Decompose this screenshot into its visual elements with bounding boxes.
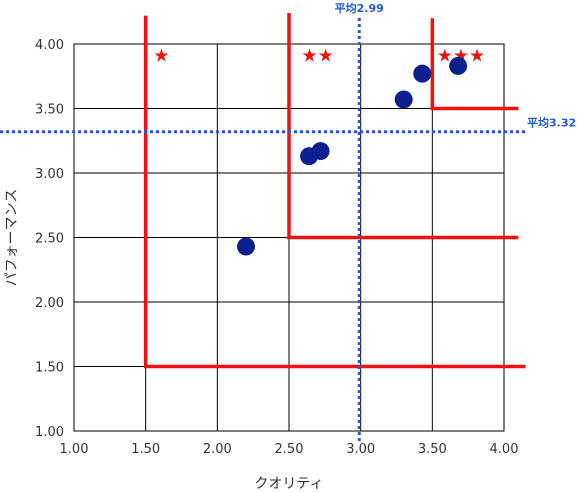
data-point [237,237,255,256]
y-tick-label: 3.00 [35,167,64,182]
x-tick-label: 3.50 [418,442,447,457]
average-x-label: 平均2.99 [335,1,384,15]
zone-stars: ★★★ [437,45,485,66]
x-tick-label: 2.50 [275,442,304,457]
zone-2: ★★ [287,13,519,240]
zone-boundary [287,13,519,240]
y-tick-label: 2.50 [35,232,64,247]
x-axis-title: クオリティ [254,476,323,492]
x-tick-label: 4.00 [490,442,519,457]
y-tick-label: 1.50 [35,361,64,376]
data-points [237,56,468,256]
data-point [449,56,468,75]
data-point [413,64,432,83]
x-tick-label: 3.00 [346,442,375,457]
x-tick-label: 1.50 [131,442,160,457]
zone-stars: ★ [153,45,169,66]
y-tick-label: 2.00 [35,296,64,311]
data-point [311,142,330,161]
x-tick-label: 1.00 [60,442,89,457]
y-axis-title: パフォーマンス [4,189,20,287]
x-tick-label: 2.00 [203,442,232,457]
y-tick-label: 1.00 [35,425,64,440]
data-point [394,90,413,109]
y-tick-label: 4.00 [35,38,64,53]
y-tick-label: 3.50 [35,103,64,118]
zone-stars: ★★ [302,45,334,66]
zone-boundary [430,18,519,111]
zone-3: ★★★ [430,18,519,111]
average-y-label: 平均3.32 [527,116,576,130]
